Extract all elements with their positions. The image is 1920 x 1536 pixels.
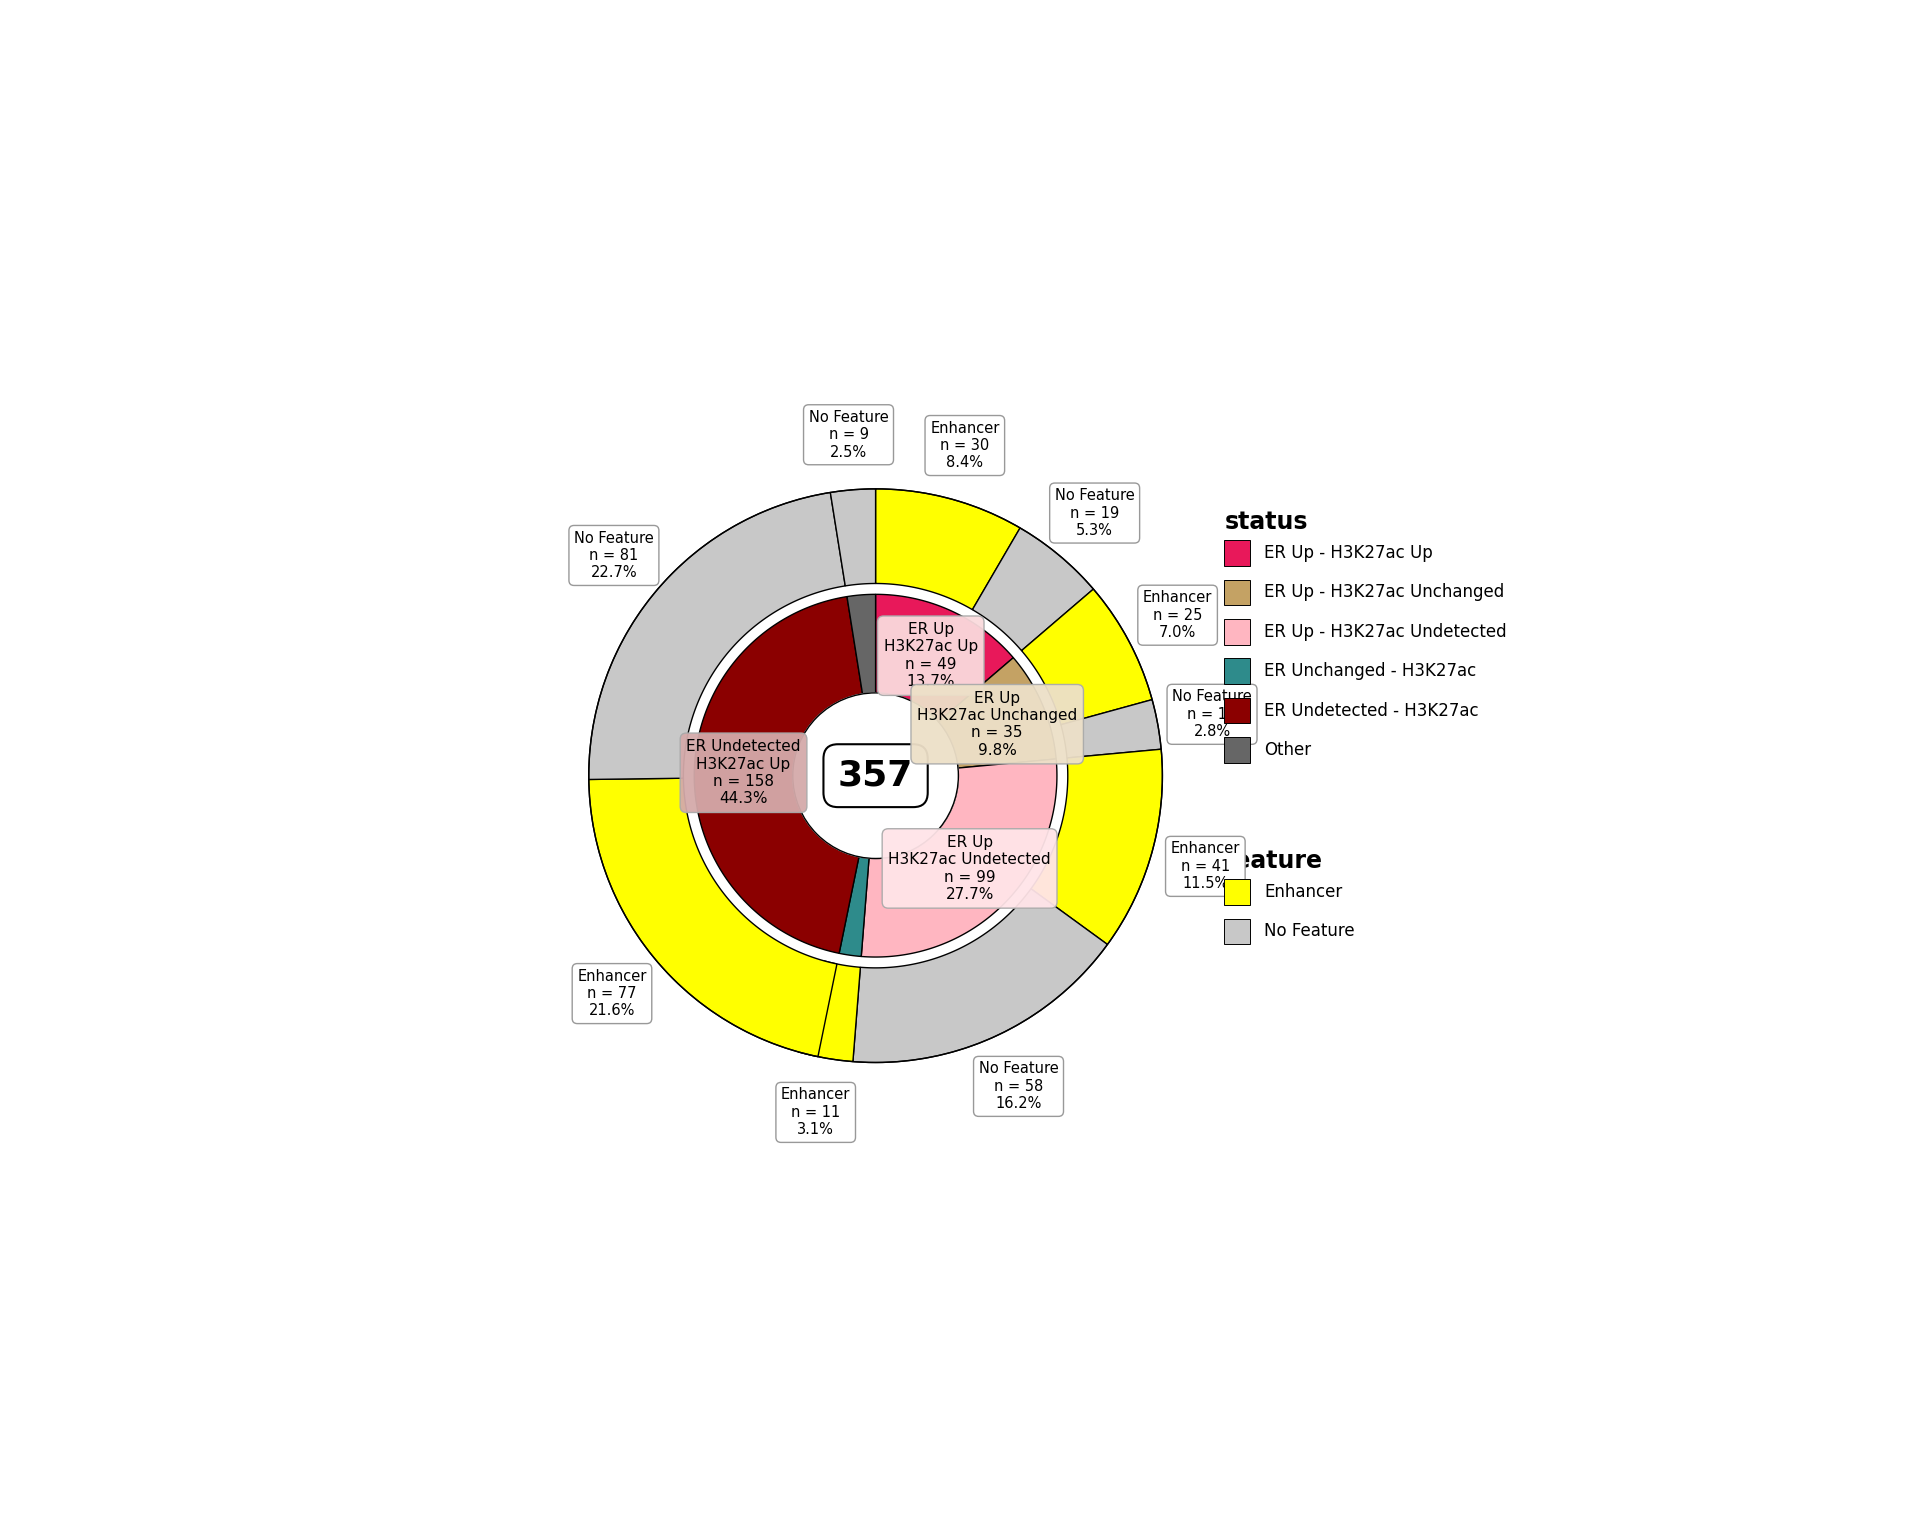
Polygon shape	[799, 960, 860, 1061]
Text: Enhancer
n = 30
8.4%: Enhancer n = 30 8.4%	[929, 421, 1000, 470]
Polygon shape	[695, 596, 862, 954]
FancyBboxPatch shape	[1225, 659, 1250, 684]
Text: ER Up - H3K27ac Undetected: ER Up - H3K27ac Undetected	[1263, 622, 1507, 641]
FancyBboxPatch shape	[1225, 737, 1250, 763]
Polygon shape	[839, 857, 870, 957]
Polygon shape	[829, 488, 876, 585]
Text: No Feature: No Feature	[1263, 923, 1354, 940]
Text: Enhancer
n = 41
11.5%: Enhancer n = 41 11.5%	[1171, 842, 1240, 891]
Text: Enhancer
n = 77
21.6%: Enhancer n = 77 21.6%	[578, 969, 647, 1018]
Polygon shape	[847, 594, 876, 694]
FancyBboxPatch shape	[1225, 541, 1250, 565]
Polygon shape	[1062, 699, 1162, 757]
Text: Enhancer
n = 11
3.1%: Enhancer n = 11 3.1%	[781, 1087, 851, 1137]
Polygon shape	[589, 779, 837, 1057]
Text: No Feature
n = 81
22.7%: No Feature n = 81 22.7%	[574, 530, 655, 581]
Text: ER Up
H3K27ac Unchanged
n = 35
9.8%: ER Up H3K27ac Unchanged n = 35 9.8%	[918, 691, 1077, 757]
Text: Enhancer: Enhancer	[1263, 883, 1342, 902]
Text: ER Up - H3K27ac Unchanged: ER Up - H3K27ac Unchanged	[1263, 584, 1503, 602]
Text: Enhancer
n = 25
7.0%: Enhancer n = 25 7.0%	[1142, 590, 1212, 641]
Text: 357: 357	[837, 759, 914, 793]
Polygon shape	[852, 889, 1108, 1063]
FancyBboxPatch shape	[1225, 879, 1250, 905]
Text: ER Undetected
H3K27ac Up
n = 158
44.3%: ER Undetected H3K27ac Up n = 158 44.3%	[685, 739, 801, 806]
Text: Other: Other	[1263, 740, 1311, 759]
Circle shape	[793, 693, 958, 859]
Text: ER Unchanged - H3K27ac: ER Unchanged - H3K27ac	[1263, 662, 1476, 680]
Text: No Feature
n = 19
5.3%: No Feature n = 19 5.3%	[1054, 488, 1135, 538]
Polygon shape	[876, 594, 1014, 722]
Polygon shape	[939, 657, 1056, 768]
Text: status: status	[1225, 510, 1308, 533]
Text: ER Up
H3K27ac Undetected
n = 99
27.7%: ER Up H3K27ac Undetected n = 99 27.7%	[889, 836, 1050, 902]
Text: No Feature
n = 10
2.8%: No Feature n = 10 2.8%	[1173, 690, 1252, 739]
Text: No Feature
n = 58
16.2%: No Feature n = 58 16.2%	[979, 1061, 1058, 1111]
Polygon shape	[876, 488, 1020, 610]
Text: ER Up
H3K27ac Up
n = 49
13.7%: ER Up H3K27ac Up n = 49 13.7%	[883, 622, 977, 690]
Polygon shape	[1021, 590, 1152, 725]
Polygon shape	[1031, 750, 1162, 945]
Polygon shape	[589, 493, 845, 779]
Polygon shape	[972, 528, 1092, 651]
FancyBboxPatch shape	[1225, 697, 1250, 723]
Text: ER Undetected - H3K27ac: ER Undetected - H3K27ac	[1263, 702, 1478, 720]
FancyBboxPatch shape	[1225, 579, 1250, 605]
Text: ER Up - H3K27ac Up: ER Up - H3K27ac Up	[1263, 544, 1432, 562]
Polygon shape	[862, 759, 1056, 957]
Text: feature: feature	[1225, 848, 1323, 872]
FancyBboxPatch shape	[1225, 919, 1250, 945]
Text: No Feature
n = 9
2.5%: No Feature n = 9 2.5%	[808, 410, 889, 459]
FancyBboxPatch shape	[1225, 619, 1250, 645]
